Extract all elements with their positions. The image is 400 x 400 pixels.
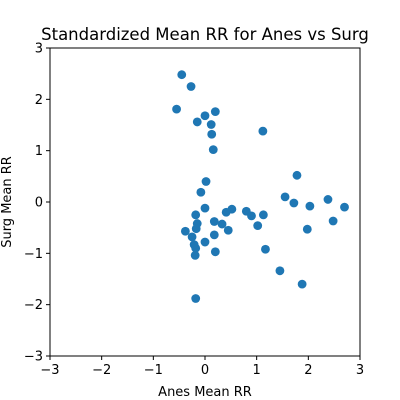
data-point xyxy=(328,216,338,226)
x-tick-label: 1 xyxy=(253,363,261,378)
x-axis-label: Anes Mean RR xyxy=(158,385,252,400)
data-point xyxy=(297,279,307,289)
data-point xyxy=(192,117,202,127)
x-tick-label: 0 xyxy=(201,363,209,378)
data-point xyxy=(201,177,211,186)
data-point xyxy=(221,207,231,217)
data-point xyxy=(258,210,268,220)
data-point xyxy=(196,187,206,197)
data-point xyxy=(302,224,312,234)
y-axis-label: Surg Mean RR xyxy=(0,156,15,248)
data-point xyxy=(200,111,210,121)
data-point xyxy=(177,70,187,80)
data-point xyxy=(206,120,216,129)
y-tick-label: −1 xyxy=(24,247,43,262)
y-tick-label: 1 xyxy=(35,144,43,159)
data-point xyxy=(172,104,181,114)
data-point xyxy=(180,226,190,236)
data-point xyxy=(208,145,218,155)
data-point xyxy=(209,230,219,240)
data-point xyxy=(207,129,217,139)
data-point xyxy=(292,170,302,180)
data-point xyxy=(280,192,290,202)
data-point xyxy=(200,237,210,247)
data-point xyxy=(305,201,315,211)
x-tick-label: 2 xyxy=(304,363,312,378)
data-point xyxy=(323,195,333,204)
data-point xyxy=(253,221,263,231)
y-tick-label: 3 xyxy=(35,42,43,57)
x-axis-ticks: −3 −2 −1 0 1 2 3 xyxy=(40,356,364,378)
data-point xyxy=(191,224,201,234)
y-tick-label: −3 xyxy=(24,350,43,365)
data-point xyxy=(340,202,349,212)
data-point xyxy=(258,126,268,136)
data-point xyxy=(289,198,299,208)
data-point xyxy=(210,107,220,117)
data-point xyxy=(261,244,270,254)
data-point xyxy=(200,203,210,213)
y-tick-label: 0 xyxy=(35,196,43,211)
data-point xyxy=(209,217,219,226)
data-point xyxy=(247,211,256,221)
points-layer xyxy=(172,70,349,303)
data-point xyxy=(187,232,197,242)
data-point xyxy=(186,82,196,91)
data-point xyxy=(191,243,201,253)
y-axis-ticks: −3 −2 −1 0 1 2 3 xyxy=(24,42,50,365)
data-point xyxy=(191,294,201,303)
y-tick-label: −2 xyxy=(24,298,43,313)
x-tick-label: −2 xyxy=(92,363,111,378)
chart-title: Standardized Mean RR for Anes vs Surg xyxy=(41,25,369,44)
x-tick-label: 3 xyxy=(356,363,364,378)
y-tick-label: 2 xyxy=(35,93,43,108)
data-point xyxy=(190,250,200,260)
x-tick-label: −1 xyxy=(144,363,163,378)
x-tick-label: −3 xyxy=(40,363,59,378)
data-point xyxy=(210,247,220,257)
data-point xyxy=(191,210,201,220)
data-point xyxy=(217,219,227,229)
data-point xyxy=(275,266,285,276)
data-point xyxy=(223,225,233,235)
